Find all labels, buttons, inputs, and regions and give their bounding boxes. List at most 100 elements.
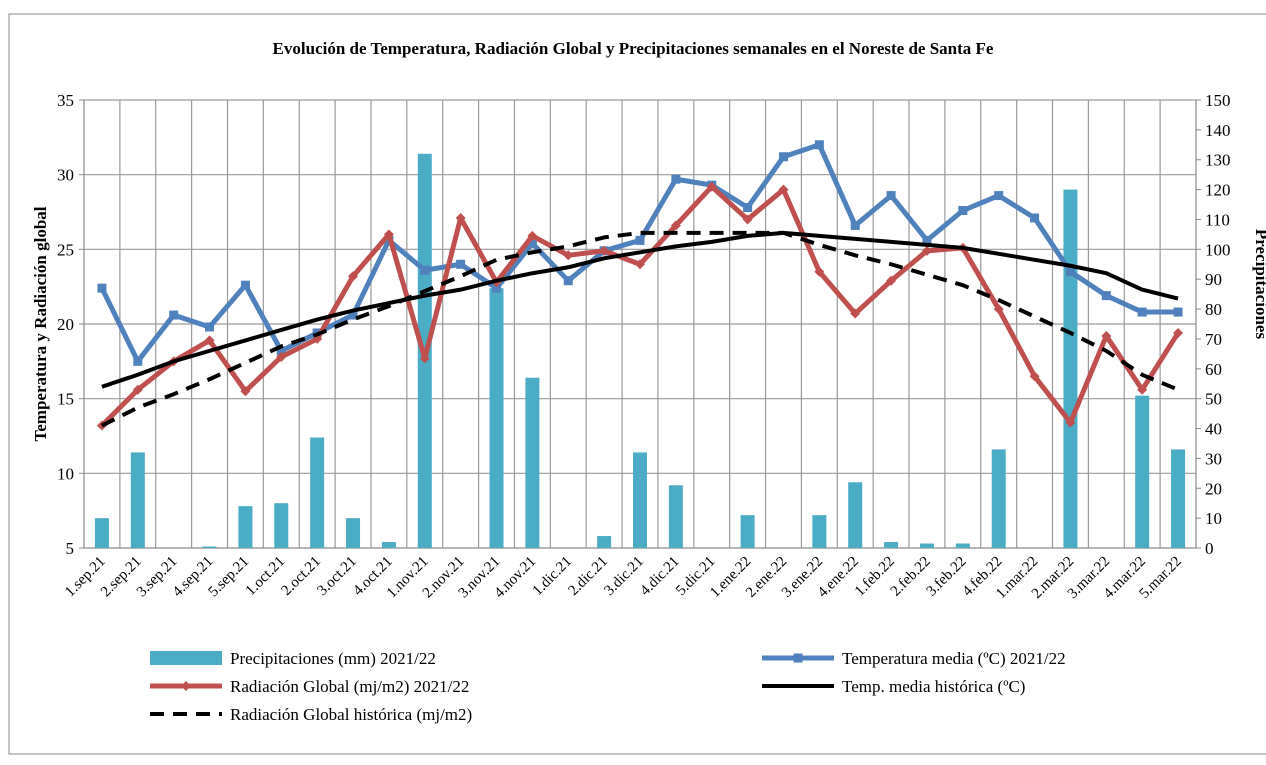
y-tick-label: 5 [66, 539, 75, 558]
y-tick-label: 30 [57, 166, 74, 185]
y2-tick-label: 50 [1205, 390, 1222, 409]
bar [346, 518, 361, 548]
point [814, 266, 825, 277]
point [420, 265, 430, 275]
point [348, 271, 359, 282]
point [778, 152, 788, 162]
bar [597, 536, 612, 548]
chart-border [8, 13, 1266, 755]
point [563, 250, 574, 261]
y2-tick-label: 110 [1205, 210, 1230, 229]
bar [238, 506, 253, 548]
y2-tick-label: 10 [1205, 509, 1222, 528]
legend-label: Radiación Global (mj/m2) 2021/22 [230, 677, 469, 696]
legend-label: Radiación Global histórica (mj/m2) [230, 705, 472, 724]
point [276, 351, 287, 362]
legend-marker [793, 653, 803, 663]
bar [812, 515, 827, 548]
legend-label: Temp. media histórica (ºC) [842, 677, 1025, 696]
bar [668, 485, 683, 548]
point [778, 184, 789, 195]
y2-tick-label: 40 [1205, 420, 1222, 439]
point [563, 276, 573, 286]
point [205, 322, 215, 332]
point [1137, 384, 1148, 395]
bar [1171, 449, 1186, 548]
point [742, 214, 753, 225]
point [97, 283, 107, 293]
point [419, 353, 430, 364]
bar [381, 542, 396, 548]
point [993, 304, 1004, 315]
legend-label: Precipitaciones (mm) 2021/22 [230, 649, 436, 668]
point [922, 235, 932, 245]
legend-label: Temperatura media (ºC) 2021/22 [842, 649, 1066, 668]
point [132, 384, 143, 395]
point [1173, 327, 1184, 338]
bar [955, 543, 970, 548]
point [133, 356, 143, 366]
point [850, 308, 861, 319]
bar [919, 543, 934, 548]
point [886, 275, 897, 286]
legend-swatch [150, 651, 222, 665]
x-tick-label: 3.dic.21 [601, 554, 646, 599]
point [527, 238, 537, 248]
y2-tick-label: 90 [1205, 270, 1222, 289]
y2-tick-label: 100 [1205, 240, 1231, 259]
y2-tick-label: 80 [1205, 300, 1222, 319]
y2-tick-label: 130 [1205, 151, 1231, 170]
point [1029, 371, 1040, 382]
x-tick-label: 5.sep.21 [206, 554, 253, 601]
y-tick-label: 15 [57, 390, 74, 409]
point [1101, 291, 1111, 301]
point [850, 220, 860, 230]
bar [525, 377, 540, 548]
chart-title: Evolución de Temperatura, Radiación Glob… [272, 39, 994, 58]
point [1137, 307, 1147, 317]
y-tick-label: 25 [57, 240, 74, 259]
bar [274, 503, 289, 548]
point [1101, 330, 1112, 341]
bar [202, 546, 217, 548]
point [527, 230, 538, 241]
bar [848, 482, 863, 548]
point [635, 259, 645, 270]
point [958, 206, 968, 216]
point [635, 235, 645, 245]
point [994, 191, 1004, 201]
point [921, 245, 932, 256]
point [383, 229, 394, 240]
point [456, 259, 466, 269]
bar [1135, 395, 1150, 548]
point [240, 280, 250, 290]
point [276, 346, 286, 356]
bar [884, 542, 899, 548]
legend-marker [181, 681, 191, 691]
bar [991, 449, 1006, 548]
y2-tick-label: 0 [1205, 539, 1214, 558]
x-tick-label: 2.dic.21 [565, 554, 610, 599]
x-tick-label: 1.oct.21 [243, 554, 288, 599]
line [101, 230, 1179, 428]
y-tick-label: 20 [57, 315, 74, 334]
point [599, 245, 610, 256]
y2-tick-label: 30 [1205, 449, 1222, 468]
point [743, 203, 753, 213]
x-tick-label: 4.dic.21 [637, 554, 682, 599]
y2-tick-label: 140 [1205, 121, 1231, 140]
line [101, 230, 1179, 389]
point [455, 212, 466, 223]
y-tick-label: 10 [57, 464, 74, 483]
bar [633, 452, 647, 548]
point [814, 140, 824, 150]
point [1065, 417, 1076, 428]
y-tick-label: 35 [57, 91, 74, 110]
point [886, 191, 896, 201]
x-tick-label: 3.oct.21 [314, 554, 359, 599]
point [240, 386, 251, 397]
y2-tick-label: 70 [1205, 330, 1222, 349]
y2-axis-title: Precipitaciones [1252, 229, 1266, 340]
point [492, 283, 502, 293]
